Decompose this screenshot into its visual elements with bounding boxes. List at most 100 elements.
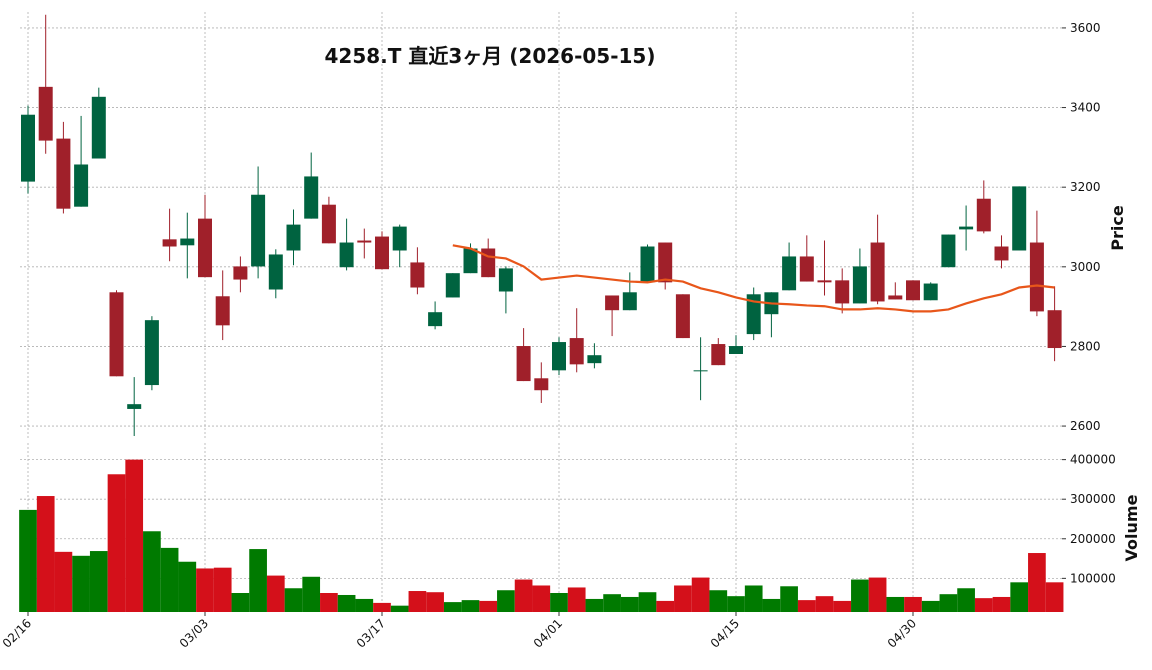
volume-bar <box>143 531 161 612</box>
x-tick-label: 04/15 <box>708 616 742 650</box>
candle-body <box>675 294 690 339</box>
y-tick-label: 2800 <box>1070 339 1101 353</box>
candle-body <box>198 218 212 278</box>
candle-body <box>127 404 142 409</box>
candle-body <box>941 234 956 268</box>
volume-bar <box>709 590 728 612</box>
volume-bar <box>107 474 126 612</box>
candle-body <box>321 204 336 244</box>
volume-bar <box>638 592 657 612</box>
candle-body <box>268 254 283 290</box>
volume-bar <box>72 555 90 612</box>
candle-body <box>144 320 159 386</box>
volume-bar <box>178 561 197 612</box>
volume-bar <box>89 551 108 612</box>
volume-bar <box>727 596 745 612</box>
candle-body <box>622 292 637 311</box>
candle-body <box>428 312 443 327</box>
y-axis-label: Price <box>1108 205 1127 251</box>
x-tick-label: 03/03 <box>177 616 211 650</box>
volume-bar <box>284 588 303 612</box>
candle-body <box>339 242 354 268</box>
volume-bar <box>426 592 444 612</box>
candle-body <box>180 238 195 246</box>
volume-bar <box>1045 582 1064 612</box>
candle-body <box>835 280 850 304</box>
candle-body <box>729 346 743 355</box>
volume-bar <box>36 496 55 612</box>
volume-bar <box>213 567 232 612</box>
candle-body <box>552 342 566 371</box>
candle-body <box>994 246 1009 261</box>
candle-body <box>817 280 832 283</box>
volume-bar <box>532 585 551 612</box>
volume-bar <box>762 598 781 612</box>
candle-body <box>711 344 726 366</box>
x-tick-label: 02/16 <box>0 616 34 650</box>
volume-bar <box>514 579 533 612</box>
candle-body <box>498 268 513 292</box>
volume-bar <box>992 596 1011 612</box>
candle-body <box>1012 186 1027 251</box>
candle-body <box>304 176 319 219</box>
candle-body <box>888 295 903 300</box>
candle-body <box>410 262 425 288</box>
volume-bar <box>603 594 621 612</box>
volume-bar <box>461 600 480 612</box>
volume-bar <box>1028 553 1046 612</box>
volume-bar <box>408 591 427 612</box>
candle-body <box>693 370 708 372</box>
moving-average-line <box>452 244 1055 313</box>
volume-bar <box>302 576 321 612</box>
y-tick-label: 2600 <box>1070 419 1101 433</box>
volume-bar <box>656 600 675 612</box>
candle-body <box>56 138 71 209</box>
volume-bar <box>567 587 586 612</box>
candle-body <box>906 280 920 301</box>
candle-body <box>91 96 106 159</box>
volume-bar <box>497 590 515 612</box>
volume-bar <box>320 593 338 612</box>
y-tick-label: 3200 <box>1070 180 1101 194</box>
volume-bar <box>160 547 179 612</box>
volume-bar <box>974 598 993 612</box>
volume-bar <box>249 549 267 612</box>
candle-body <box>569 338 584 365</box>
candle-body <box>516 346 531 382</box>
volume-bar <box>886 596 905 612</box>
volume-tick-label: 200000 <box>1070 532 1116 546</box>
volume-bar <box>939 594 958 612</box>
x-tick-label: 04/01 <box>531 616 565 650</box>
volume-tick-label: 100000 <box>1070 571 1116 585</box>
volume-bar <box>691 577 710 612</box>
candle-body <box>640 246 655 283</box>
y-tick-label: 3400 <box>1070 101 1101 115</box>
candle-body <box>976 198 991 232</box>
candle-body <box>605 295 620 311</box>
candle-body <box>392 226 407 251</box>
candle-body <box>658 242 673 283</box>
volume-bar <box>957 588 975 612</box>
candle-body <box>463 248 478 274</box>
y-tick-label: 3000 <box>1070 260 1101 274</box>
candle-body <box>852 266 867 304</box>
volume-bar <box>921 600 940 612</box>
candle-body <box>445 273 460 298</box>
volume-bar <box>125 459 144 612</box>
volume-bar <box>674 585 692 612</box>
candle-body <box>870 242 885 302</box>
volume-bar <box>868 577 887 612</box>
candle-body <box>375 236 389 270</box>
candle-body <box>38 86 53 141</box>
volume-bar <box>337 594 356 612</box>
volume-bar <box>815 596 834 612</box>
volume-bar <box>390 605 409 612</box>
volume-bar <box>833 600 852 612</box>
x-tick-label: 03/17 <box>354 616 388 650</box>
volume-bar <box>585 598 604 612</box>
volume-bar <box>54 551 73 612</box>
y-tick-label: 3600 <box>1070 21 1101 35</box>
candle-body <box>233 266 248 280</box>
volume-tick-label: 300000 <box>1070 492 1116 506</box>
